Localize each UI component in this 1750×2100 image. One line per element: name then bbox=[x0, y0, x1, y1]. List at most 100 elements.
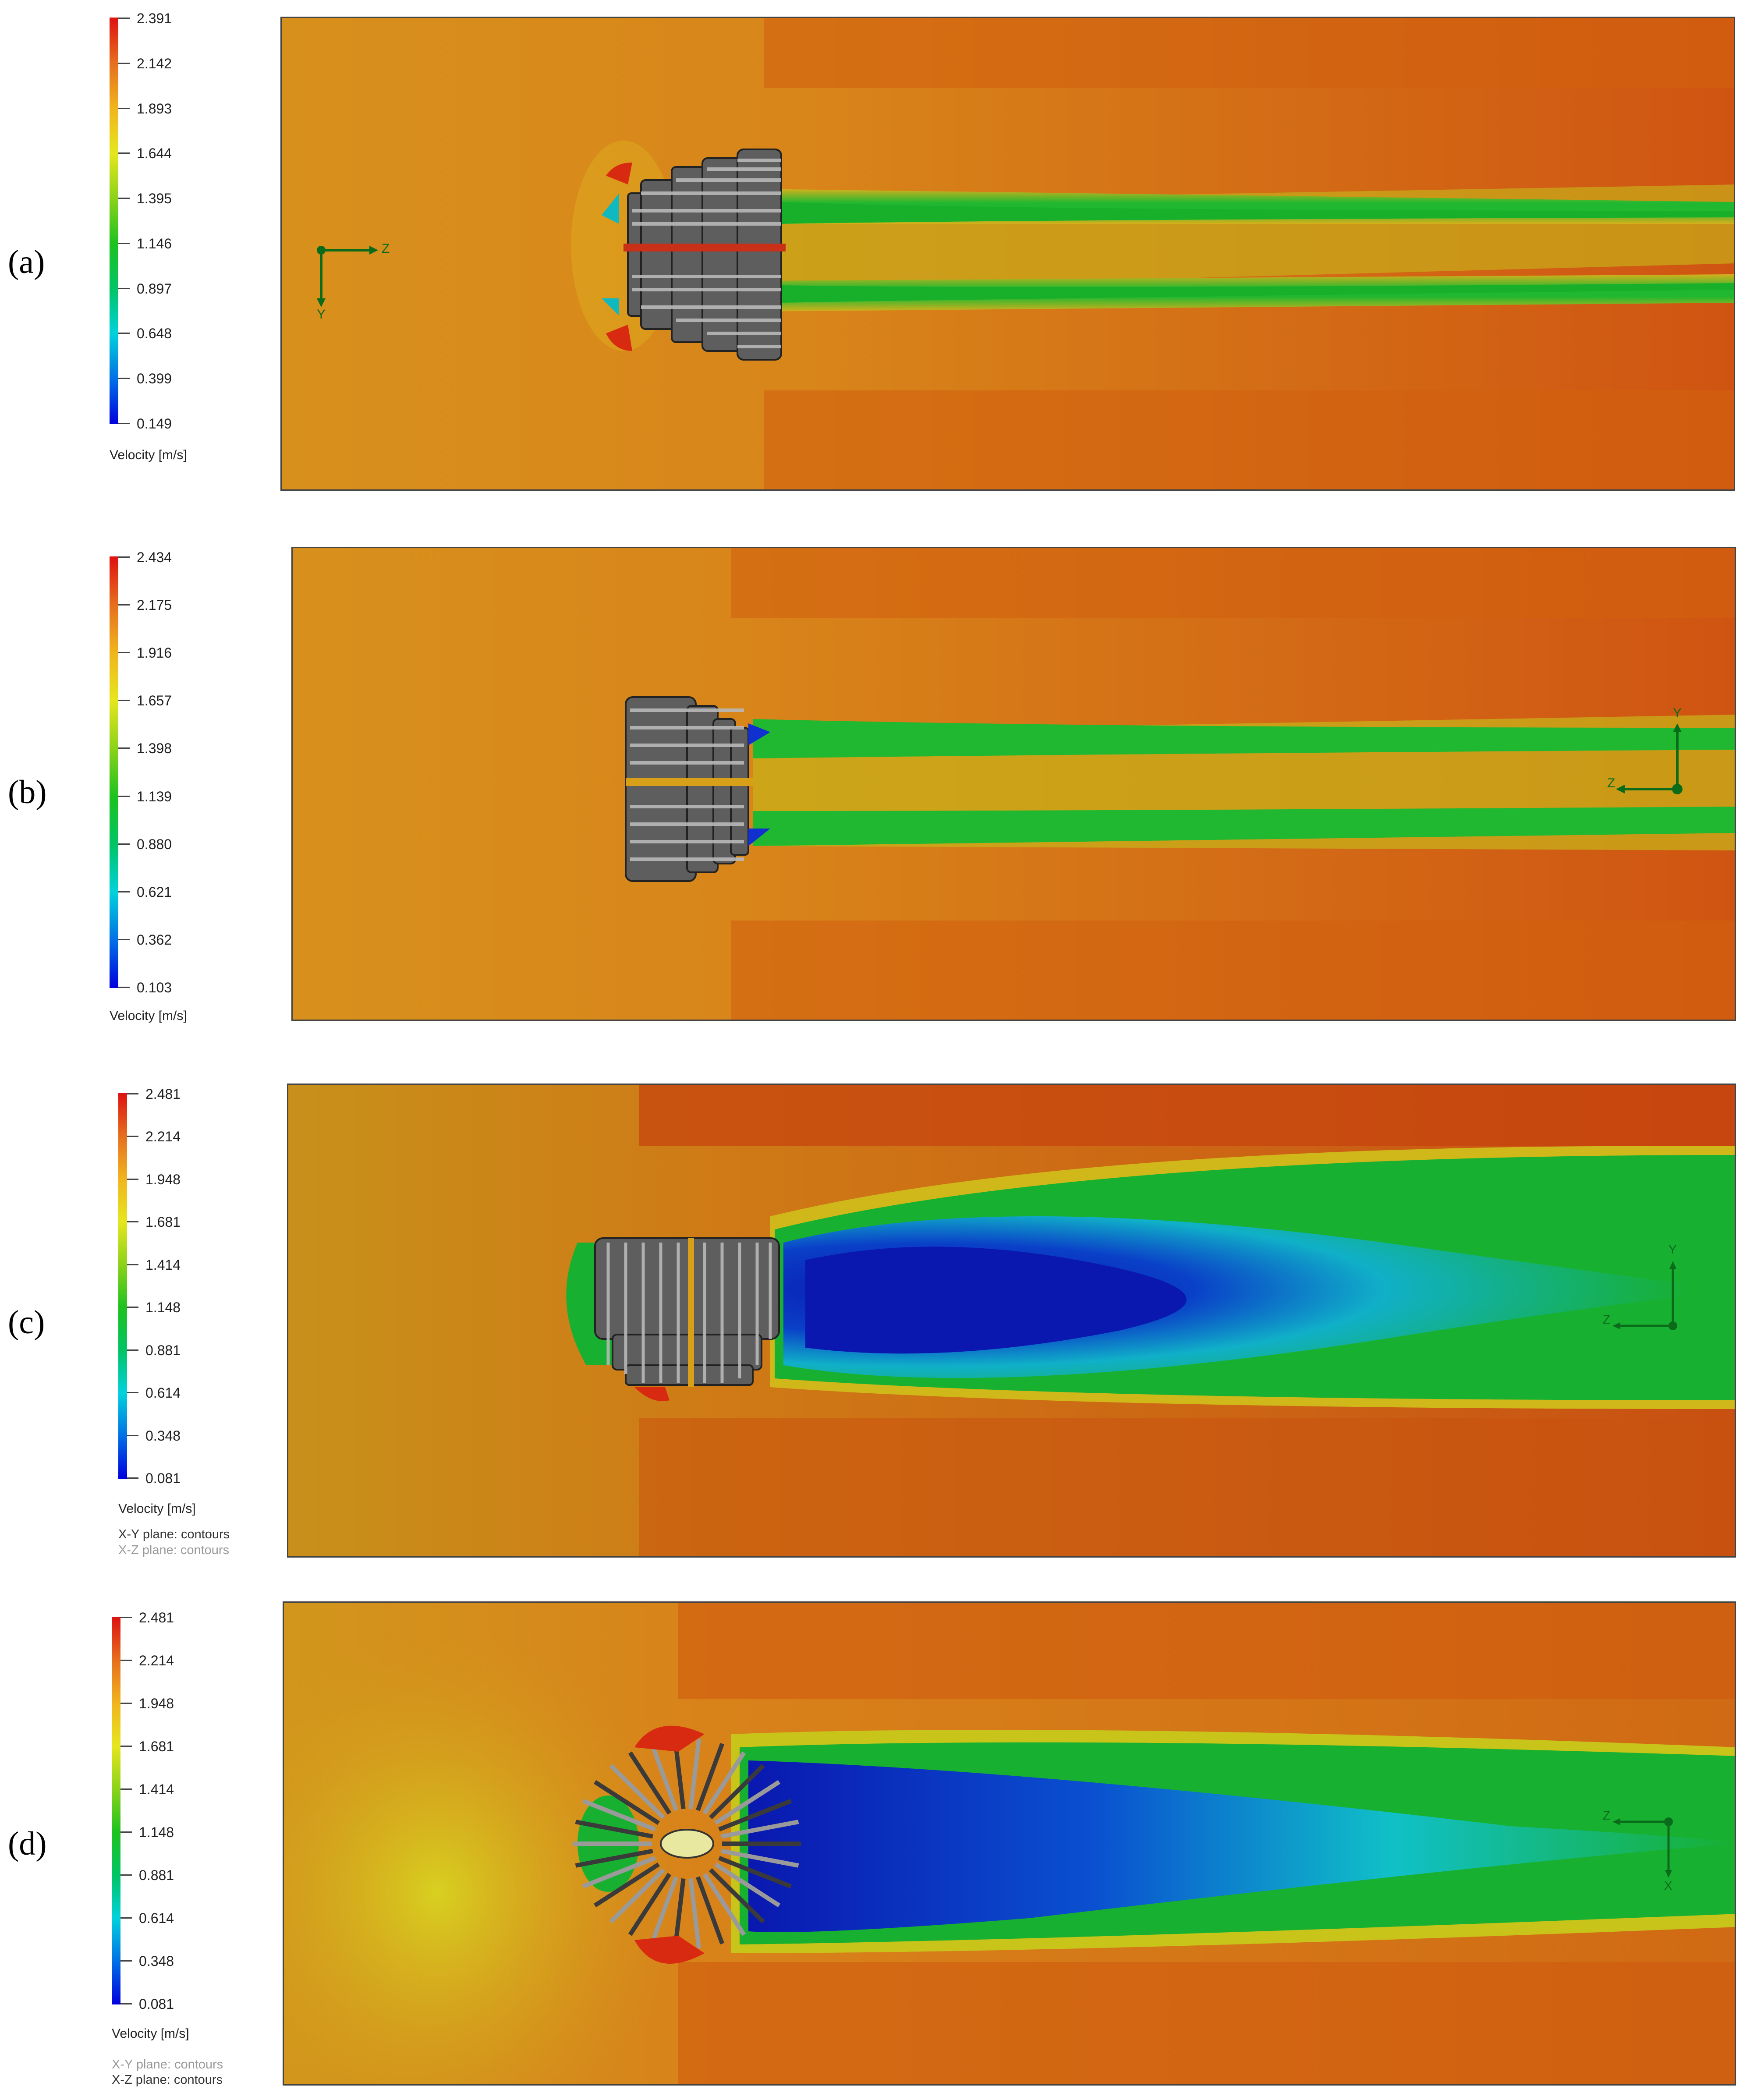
axis-h-label: Z bbox=[1607, 776, 1615, 790]
legend-tick bbox=[118, 18, 130, 19]
legend-tick bbox=[120, 2003, 132, 2004]
panel-label: (d) bbox=[8, 1825, 47, 1862]
velocity-contour-plot: Z Y bbox=[287, 1084, 1736, 1558]
legend-tick-label: 0.897 bbox=[137, 281, 172, 297]
rotor-blade bbox=[702, 1873, 746, 1936]
legend-tick-label: 0.081 bbox=[139, 1996, 174, 2012]
legend-tick bbox=[120, 1960, 132, 1962]
turbine-model bbox=[594, 1237, 780, 1386]
legend-tick bbox=[120, 1917, 132, 1919]
legend-tick bbox=[118, 556, 130, 558]
legend-tick-label: 0.149 bbox=[137, 416, 172, 432]
axis-v-label: Y bbox=[1673, 706, 1682, 720]
velocity-contour-plot: Z X bbox=[283, 1601, 1736, 2086]
panel-label: (c) bbox=[8, 1304, 45, 1341]
axis-h-label: Z bbox=[1603, 1809, 1611, 1822]
axis-v-label: Y bbox=[1669, 1243, 1677, 1256]
legend-unit: Velocity [m/s] bbox=[110, 1009, 187, 1023]
legend-tick-label: 0.614 bbox=[145, 1385, 181, 1401]
legend-tick-label: 1.948 bbox=[145, 1172, 181, 1187]
legend-tick bbox=[118, 652, 130, 653]
velocity-contour-svg bbox=[293, 548, 1735, 1020]
legend-tick-label: 1.146 bbox=[137, 236, 172, 251]
axis-h-label: Z bbox=[382, 241, 390, 256]
legend-tick bbox=[118, 333, 130, 334]
rotor-blade bbox=[688, 1739, 701, 1810]
legend-tick bbox=[127, 1221, 138, 1222]
color-bar bbox=[118, 1093, 127, 1479]
panel-label: (b) bbox=[8, 774, 47, 811]
legend-tick-label: 1.657 bbox=[137, 693, 172, 708]
legend-tick bbox=[127, 1392, 138, 1393]
rotor-blade bbox=[628, 1873, 672, 1936]
legend-tick-label: 0.103 bbox=[137, 980, 172, 995]
legend-tick-label: 1.414 bbox=[145, 1257, 181, 1273]
plane-note: X-Z plane: contours bbox=[112, 2073, 223, 2087]
rotor-blade bbox=[721, 1849, 799, 1868]
rotor-blade bbox=[609, 1868, 665, 1923]
rotor-blade bbox=[628, 1751, 672, 1815]
legend-tick bbox=[127, 1264, 138, 1265]
legend-tick-label: 0.348 bbox=[145, 1428, 181, 1444]
rotor-blade bbox=[649, 1876, 678, 1944]
rotor-blade bbox=[575, 1849, 653, 1868]
legend-tick bbox=[127, 1136, 138, 1137]
legend-tick-label: 1.148 bbox=[139, 1824, 174, 1840]
legend-tick-label: 2.175 bbox=[137, 597, 172, 613]
rotor-blade bbox=[582, 1856, 656, 1889]
legend-unit: Velocity [m/s] bbox=[112, 2026, 189, 2041]
plane-note: X-Z plane: contours bbox=[118, 1543, 230, 1557]
legend-tick-label: 0.362 bbox=[137, 932, 172, 948]
legend-tick bbox=[118, 891, 130, 892]
legend-tick bbox=[127, 1307, 138, 1308]
legend-tick-label: 0.081 bbox=[145, 1470, 181, 1486]
rotor-blade bbox=[609, 1764, 665, 1820]
legend-tick-label: 2.434 bbox=[137, 549, 172, 565]
legend-tick-label: 1.148 bbox=[145, 1300, 181, 1315]
velocity-contour-svg bbox=[288, 1085, 1735, 1556]
panel-label: (a) bbox=[8, 244, 45, 280]
legend-tick bbox=[118, 108, 130, 109]
legend-tick-label: 2.481 bbox=[139, 1610, 174, 1625]
rotor-blade bbox=[696, 1743, 725, 1811]
turbine-model bbox=[573, 1739, 801, 1949]
legend-tick bbox=[127, 1435, 138, 1436]
legend-tick-label: 0.648 bbox=[137, 326, 172, 341]
legend-tick-label: 1.414 bbox=[139, 1781, 174, 1797]
legend-unit: Velocity [m/s] bbox=[118, 1502, 196, 1516]
legend-tick bbox=[118, 63, 130, 64]
legend-tick-label: 2.214 bbox=[145, 1129, 181, 1144]
legend-tick bbox=[118, 198, 130, 199]
legend-tick-label: 2.481 bbox=[145, 1086, 181, 1102]
color-bar bbox=[112, 1617, 120, 2004]
legend-tick-label: 0.348 bbox=[139, 1953, 174, 1969]
legend-tick-label: 1.395 bbox=[137, 191, 172, 206]
legend-tick-label: 1.139 bbox=[137, 789, 172, 804]
legend-tick bbox=[118, 604, 130, 606]
legend-tick bbox=[120, 1746, 132, 1747]
legend-tick bbox=[120, 1874, 132, 1876]
axis-h-label: Z bbox=[1603, 1313, 1611, 1326]
rotor-blade bbox=[721, 1820, 799, 1839]
legend-tick bbox=[127, 1477, 138, 1479]
rotor-blade bbox=[575, 1820, 653, 1839]
legend-tick bbox=[118, 700, 130, 701]
legend-tick-label: 0.399 bbox=[137, 371, 172, 386]
rotor-blade bbox=[593, 1862, 660, 1908]
legend-tick bbox=[118, 747, 130, 749]
legend-tick-label: 0.881 bbox=[145, 1342, 181, 1358]
rotor-blade bbox=[718, 1856, 792, 1889]
axis-v-label: X bbox=[1664, 1879, 1672, 1892]
legend-tick bbox=[120, 1660, 132, 1661]
legend-tick-label: 1.948 bbox=[139, 1696, 174, 1711]
plane-note: X-Y plane: contours bbox=[118, 1527, 230, 1541]
legend-tick bbox=[120, 1788, 132, 1790]
legend-tick-label: 1.644 bbox=[137, 145, 172, 161]
legend-tick-label: 0.880 bbox=[137, 836, 172, 852]
velocity-contour-plot: Z Y bbox=[280, 17, 1735, 491]
velocity-contour-plot: Z Y bbox=[291, 547, 1736, 1021]
legend-tick-label: 0.881 bbox=[139, 1867, 174, 1883]
legend-tick bbox=[120, 1617, 132, 1618]
legend-tick bbox=[118, 796, 130, 797]
rotor-blade bbox=[718, 1799, 792, 1832]
